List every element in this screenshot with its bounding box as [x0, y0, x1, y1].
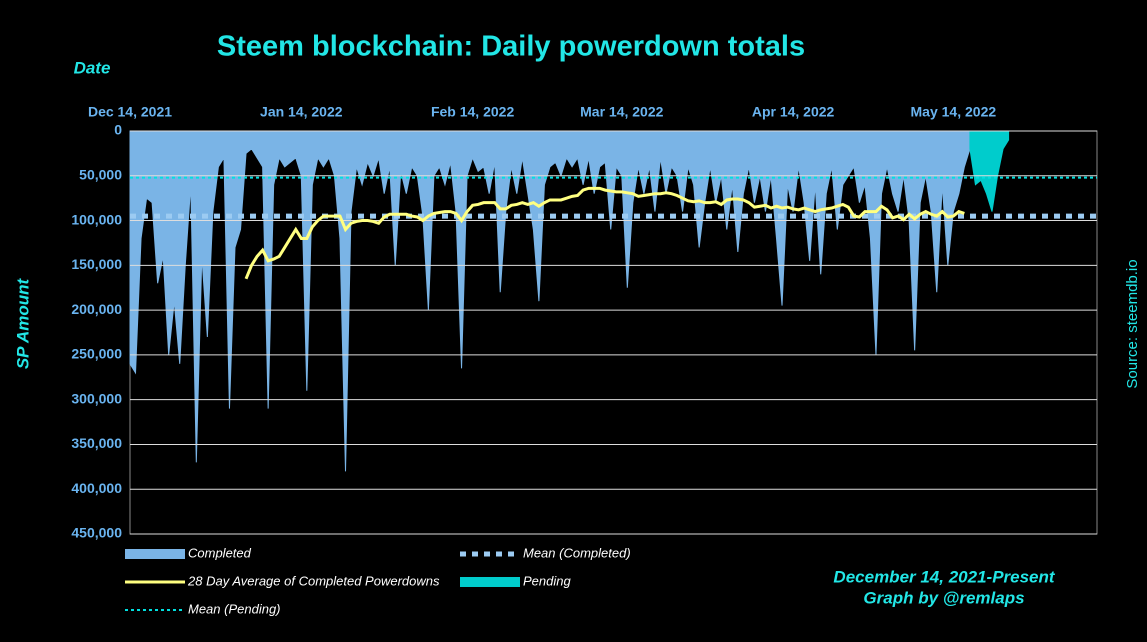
y-tick-label: 0	[114, 122, 122, 138]
y-tick-label: 200,000	[71, 301, 122, 317]
x-axis-label: Date	[74, 58, 111, 77]
x-tick-label: Dec 14, 2021	[88, 104, 172, 120]
x-tick-label: Feb 14, 2022	[431, 104, 514, 120]
legend-label: Mean (Completed)	[523, 545, 631, 560]
x-tick-label: Apr 14, 2022	[752, 104, 835, 120]
area	[969, 130, 1010, 212]
y-tick-label: 450,000	[71, 525, 122, 541]
y-tick-label: 50,000	[79, 166, 122, 182]
x-tick-label: Jan 14, 2022	[260, 104, 343, 120]
y-tick-label: 250,000	[71, 346, 122, 362]
y-tick-label: 350,000	[71, 435, 122, 451]
legend-label: Pending	[523, 573, 571, 588]
average-line	[244, 186, 965, 280]
chart-title: Steem blockchain: Daily powerdown totals	[217, 31, 805, 63]
y-tick-label: 300,000	[71, 390, 122, 406]
legend-label: Completed	[188, 545, 252, 560]
source-note: Source: steemdb.io	[1124, 259, 1141, 388]
legend-label: 28 Day Average of Completed Powerdowns	[187, 573, 440, 588]
y-tick-label: 150,000	[71, 256, 122, 272]
legend-label: Mean (Pending)	[188, 601, 281, 616]
legend-swatch	[125, 549, 185, 559]
legend-swatch	[460, 577, 520, 587]
x-tick-label: Mar 14, 2022	[580, 104, 663, 120]
footer-note: Graph by @remlaps	[863, 588, 1024, 607]
y-axis-label: SP Amount	[13, 277, 32, 369]
y-tick-label: 100,000	[71, 211, 122, 227]
footer-note: December 14, 2021-Present	[833, 567, 1055, 586]
x-tick-label: May 14, 2022	[911, 104, 997, 120]
y-tick-label: 400,000	[71, 480, 122, 496]
